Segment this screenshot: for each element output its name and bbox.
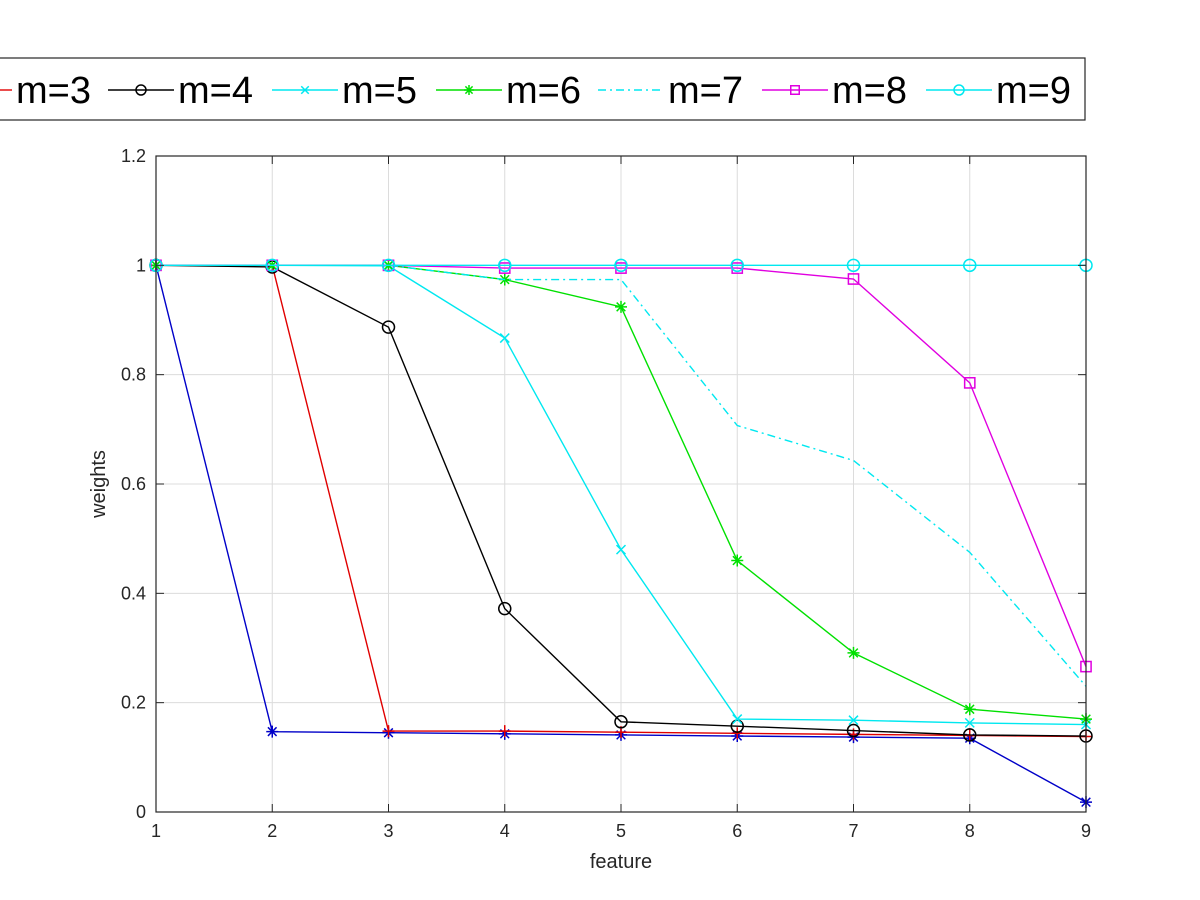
data-point	[963, 258, 977, 273]
legend-label: m=8	[832, 70, 907, 112]
data-point	[266, 725, 279, 738]
axis-ticks: 1 2 3 4 5 6 7 8 9 0 0.2 0.4 0.6 0.8 1 1.2	[121, 146, 1091, 841]
legend-marker	[464, 85, 474, 95]
legend-label: m=4	[178, 70, 253, 112]
data-point	[730, 719, 744, 733]
data-point	[498, 258, 512, 273]
data-point	[730, 258, 744, 273]
y-tick-label: 0.6	[121, 474, 146, 494]
legend-entry: m=7	[598, 70, 743, 112]
legend-marker	[790, 85, 800, 95]
data-point	[615, 300, 627, 313]
y-tick-label: 0	[136, 802, 146, 822]
data-point	[732, 714, 743, 725]
y-tick-label: 0.2	[121, 693, 146, 713]
data-point	[731, 727, 744, 740]
x-axis-label: feature	[590, 851, 652, 873]
x-tick-label: 3	[383, 821, 393, 841]
grid-lines	[155, 155, 1087, 813]
legend-label: m=9	[996, 70, 1071, 112]
data-point	[381, 320, 396, 334]
x-tick-label: 1	[151, 821, 161, 841]
data-point	[381, 258, 396, 273]
data-point	[847, 273, 860, 285]
legend-label: m=3	[16, 70, 91, 112]
plot-series	[149, 258, 1093, 809]
data-point	[846, 258, 861, 273]
data-point	[265, 258, 279, 273]
data-point	[846, 723, 861, 738]
x-tick-label: 8	[965, 821, 975, 841]
legend-marker	[135, 84, 147, 96]
legend-box	[0, 57, 1086, 121]
legend-entry: m=4	[108, 70, 253, 112]
y-axis-label: weights	[88, 450, 110, 519]
x-tick-label: 6	[732, 821, 742, 841]
data-point	[731, 554, 744, 567]
data-point	[615, 544, 627, 555]
data-point	[614, 258, 628, 273]
data-point	[498, 725, 511, 738]
legend-label: m=6	[506, 70, 581, 112]
x-tick-label: 2	[267, 821, 277, 841]
data-point	[614, 715, 628, 729]
legend-entry: m=5	[272, 70, 417, 112]
data-point	[382, 725, 395, 738]
legend-entry: m=3	[0, 70, 91, 112]
x-tick-label: 4	[500, 821, 510, 841]
legend-entry: m=9	[926, 70, 1071, 112]
x-tick-label: 7	[848, 821, 858, 841]
x-tick-label: 9	[1081, 821, 1091, 841]
data-point	[963, 377, 976, 389]
y-tick-label: 0.8	[121, 365, 146, 385]
x-tick-label: 5	[616, 821, 626, 841]
data-point	[498, 601, 512, 616]
series-line	[155, 264, 1087, 737]
legend-entry: m=6	[436, 70, 581, 112]
legend-marker	[300, 85, 310, 95]
y-tick-label: 0.4	[121, 583, 146, 603]
data-point	[848, 715, 859, 726]
legend-marker	[953, 84, 965, 96]
data-point	[963, 728, 977, 742]
legend-entry: m=8	[762, 70, 907, 112]
data-point	[964, 717, 975, 728]
y-tick-label: 1	[136, 255, 146, 275]
y-tick-label: 1.2	[121, 146, 146, 166]
data-point	[847, 646, 860, 659]
data-point	[963, 703, 976, 716]
data-point	[499, 333, 510, 344]
legend: m=3 m=4 m=5 m=6 m=7 m=8 m=9	[0, 57, 1086, 121]
legend-label: m=5	[342, 70, 417, 112]
legend-label: m=7	[668, 70, 743, 112]
